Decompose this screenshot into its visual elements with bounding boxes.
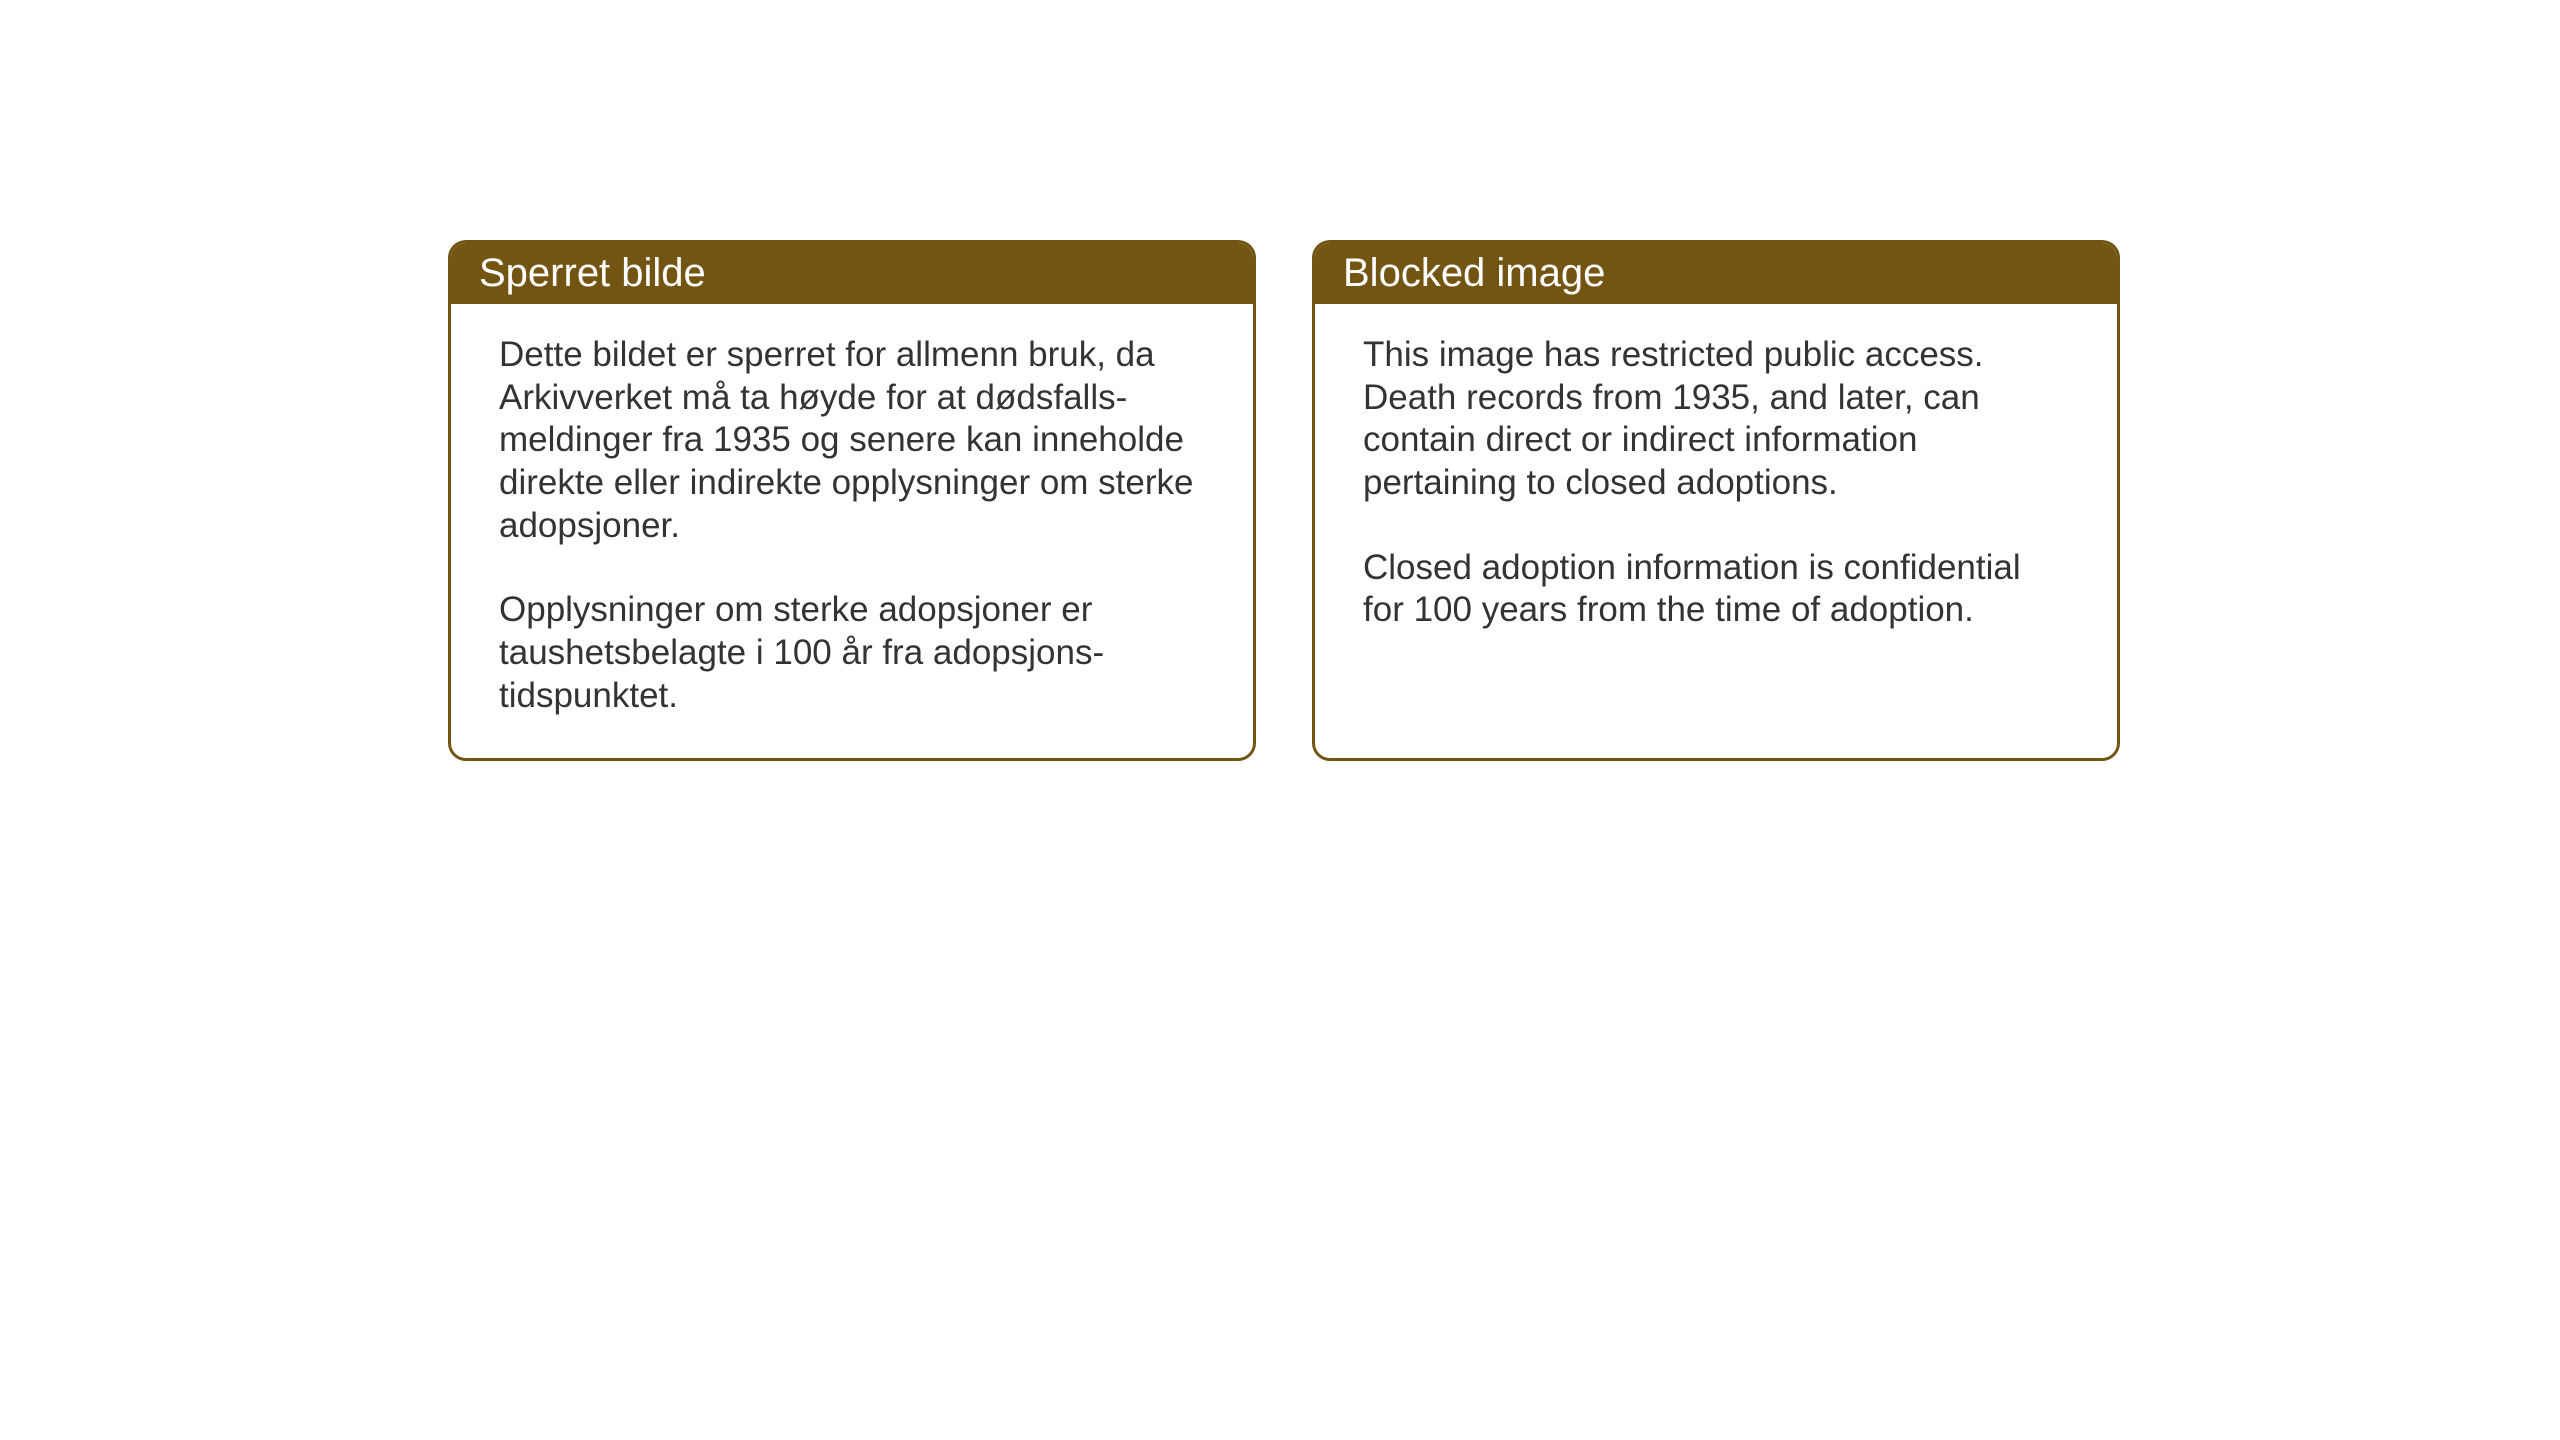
notice-header-norwegian: Sperret bilde [451,243,1253,304]
notice-paragraph: This image has restricted public access.… [1363,334,2069,505]
notice-card-english: Blocked image This image has restricted … [1312,240,2120,761]
notice-body-english: This image has restricted public access.… [1315,304,2117,672]
notice-title: Sperret bilde [479,251,706,295]
notice-body-norwegian: Dette bildet er sperret for allmenn bruk… [451,304,1253,758]
notice-paragraph: Opplysninger om sterke adopsjoner er tau… [499,589,1205,717]
notice-title: Blocked image [1343,251,1605,295]
notice-header-english: Blocked image [1315,243,2117,304]
notice-paragraph: Closed adoption information is confident… [1363,547,2069,632]
notice-card-norwegian: Sperret bilde Dette bildet er sperret fo… [448,240,1256,761]
notice-paragraph: Dette bildet er sperret for allmenn bruk… [499,334,1205,547]
notice-container: Sperret bilde Dette bildet er sperret fo… [0,0,2560,761]
